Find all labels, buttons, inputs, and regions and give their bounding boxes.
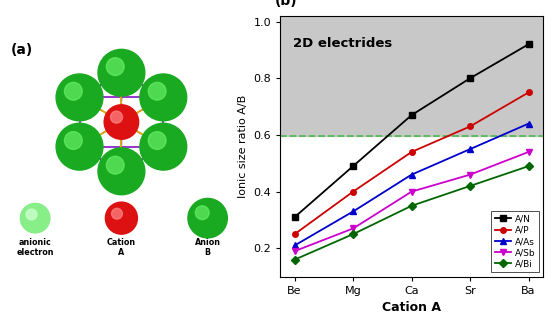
A/As	[350, 210, 357, 213]
A/Sb	[350, 226, 357, 230]
A/Bi	[408, 204, 415, 208]
Circle shape	[64, 132, 82, 149]
Circle shape	[105, 202, 137, 234]
A/As	[525, 122, 532, 126]
A/Sb	[525, 150, 532, 154]
Circle shape	[26, 209, 37, 220]
A/As	[466, 147, 473, 151]
A/Sb	[291, 249, 298, 253]
Circle shape	[98, 49, 145, 96]
Circle shape	[104, 105, 139, 139]
Circle shape	[111, 208, 123, 219]
Circle shape	[148, 132, 166, 149]
Circle shape	[56, 123, 103, 170]
Line: A/P: A/P	[292, 90, 531, 237]
Circle shape	[64, 82, 82, 100]
A/Bi	[525, 164, 532, 168]
A/N	[408, 113, 415, 117]
Y-axis label: Ionic size ratio A/B: Ionic size ratio A/B	[237, 95, 248, 198]
Circle shape	[106, 156, 124, 174]
A/P	[408, 150, 415, 154]
A/N	[525, 42, 532, 46]
Line: A/Sb: A/Sb	[292, 149, 531, 254]
A/Sb	[466, 173, 473, 176]
A/N	[350, 164, 357, 168]
Line: A/Bi: A/Bi	[292, 163, 531, 262]
A/P	[525, 91, 532, 94]
A/Sb	[408, 190, 415, 194]
Bar	[280, 16, 543, 136]
Text: Anion
B: Anion B	[195, 238, 221, 257]
A/N	[466, 76, 473, 80]
Circle shape	[188, 198, 227, 238]
A/Bi	[466, 184, 473, 188]
Circle shape	[148, 82, 166, 100]
Circle shape	[20, 203, 50, 233]
A/P	[291, 232, 298, 236]
X-axis label: Cation A: Cation A	[382, 301, 441, 314]
Line: A/N: A/N	[292, 41, 531, 220]
Text: anionic
electron: anionic electron	[16, 238, 54, 257]
Line: A/As: A/As	[292, 121, 531, 248]
Text: 2D electrides: 2D electrides	[293, 37, 393, 50]
Legend: A/N, A/P, A/As, A/Sb, A/Bi: A/N, A/P, A/As, A/Sb, A/Bi	[491, 211, 539, 272]
A/P	[350, 190, 357, 194]
Text: Cation
A: Cation A	[107, 238, 136, 257]
A/Bi	[350, 232, 357, 236]
A/As	[408, 173, 415, 176]
Circle shape	[140, 74, 186, 121]
A/Bi	[291, 258, 298, 262]
Text: (a): (a)	[11, 43, 33, 57]
A/As	[291, 244, 298, 247]
Circle shape	[195, 206, 209, 220]
Text: (b): (b)	[275, 0, 297, 8]
Circle shape	[110, 111, 123, 123]
Circle shape	[56, 74, 103, 121]
A/N	[291, 215, 298, 219]
Circle shape	[140, 123, 186, 170]
Circle shape	[106, 58, 124, 75]
A/P	[466, 125, 473, 128]
Circle shape	[98, 148, 145, 195]
